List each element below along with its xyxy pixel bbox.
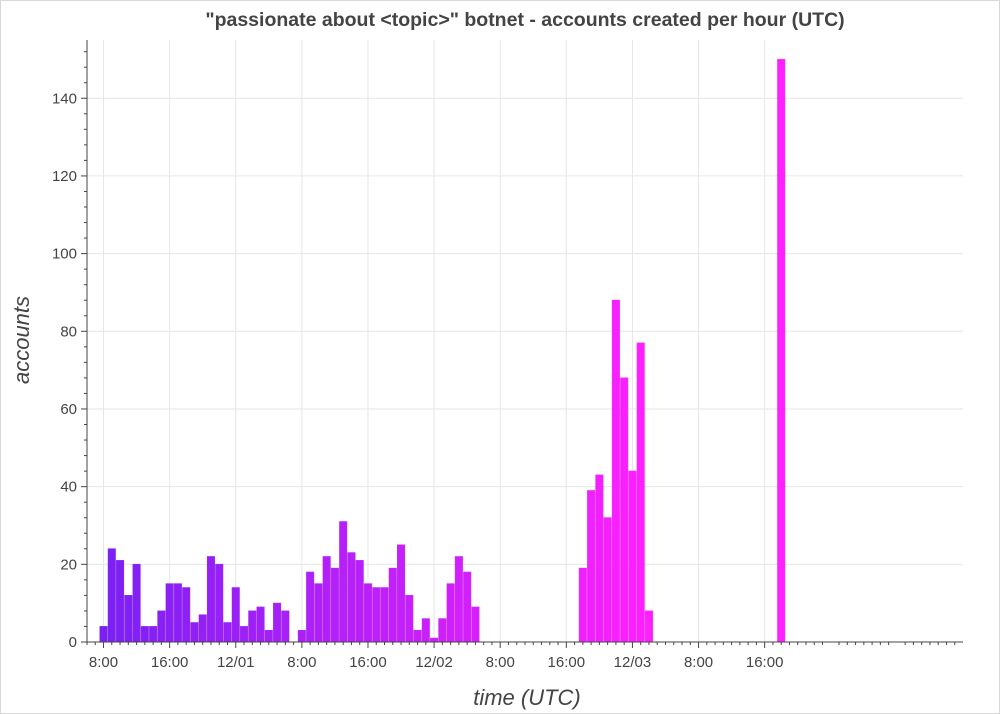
x-tick-label: 16:00 [746,654,784,671]
bar [339,521,348,643]
bar [446,583,455,643]
bar [322,556,331,643]
x-tick-label: 8:00 [684,654,713,671]
bar [347,552,356,643]
y-tick-label: 0 [69,634,77,651]
bar [330,567,339,643]
bar [620,377,629,643]
bar [413,629,422,643]
chart-title: "passionate about <topic>" botnet - acco… [205,9,845,31]
bar [380,587,389,643]
bar [777,59,786,643]
bar [628,470,637,643]
y-tick-label: 80 [60,323,77,340]
bar-series [99,59,786,643]
bar [264,629,273,643]
bar [157,610,166,643]
bar [256,606,265,643]
bar [306,571,315,643]
bar [297,629,306,643]
y-tick-label: 100 [52,246,77,263]
y-tick-label: 20 [60,556,77,573]
bar [281,610,290,643]
bar [644,610,653,643]
bar [421,618,430,643]
x-tick-label: 8:00 [89,654,118,671]
x-tick-label: 8:00 [486,654,515,671]
bar [206,556,215,643]
bar [124,594,133,643]
x-tick-label: 16:00 [349,654,387,671]
bar [198,614,207,643]
bar [363,583,373,643]
bar [463,571,472,643]
y-tick-label: 120 [52,168,77,185]
bar [587,490,596,643]
bar [248,610,257,643]
x-tick-label: 16:00 [548,654,586,671]
bar [107,548,116,643]
bar [140,626,149,643]
bar [231,587,240,643]
bar [173,583,182,643]
bar [578,567,587,643]
bar [132,563,141,643]
axes [86,40,963,643]
y-tick-label: 40 [60,479,77,496]
tick-labels: 0 20 40 60 80 100 120 140 8:00 16:00 12/01 8:00 16:0… [52,90,783,671]
tick-marks [81,51,956,648]
bar [611,299,620,643]
bar [314,583,323,643]
bar [273,602,282,643]
bar [438,618,447,643]
bar [636,342,645,643]
bar [182,587,191,643]
bar [190,622,199,643]
bar [223,622,232,643]
bar [239,626,249,643]
x-tick-label: 8:00 [287,654,316,671]
y-axis-title: accounts [9,296,34,384]
bar [397,544,406,643]
bar [603,517,612,643]
x-axis-title: time (UTC) [473,685,581,710]
bar [405,594,414,643]
x-tick-label: 16:00 [151,654,189,671]
grid-lines [87,40,963,643]
bar [372,587,381,643]
bar [165,583,174,643]
bar [595,474,604,643]
bar [215,563,224,643]
bar [471,606,480,643]
bar [388,567,397,643]
bar [99,626,108,643]
bar [116,560,125,643]
x-tick-label: 12/02 [415,654,453,671]
y-tick-label: 140 [52,90,77,107]
bar [454,556,463,643]
bar [355,560,364,643]
x-tick-label: 12/01 [217,654,255,671]
bar [430,637,439,643]
y-tick-label: 60 [60,401,77,418]
x-tick-label: 12/03 [614,654,652,671]
bar [149,626,158,643]
